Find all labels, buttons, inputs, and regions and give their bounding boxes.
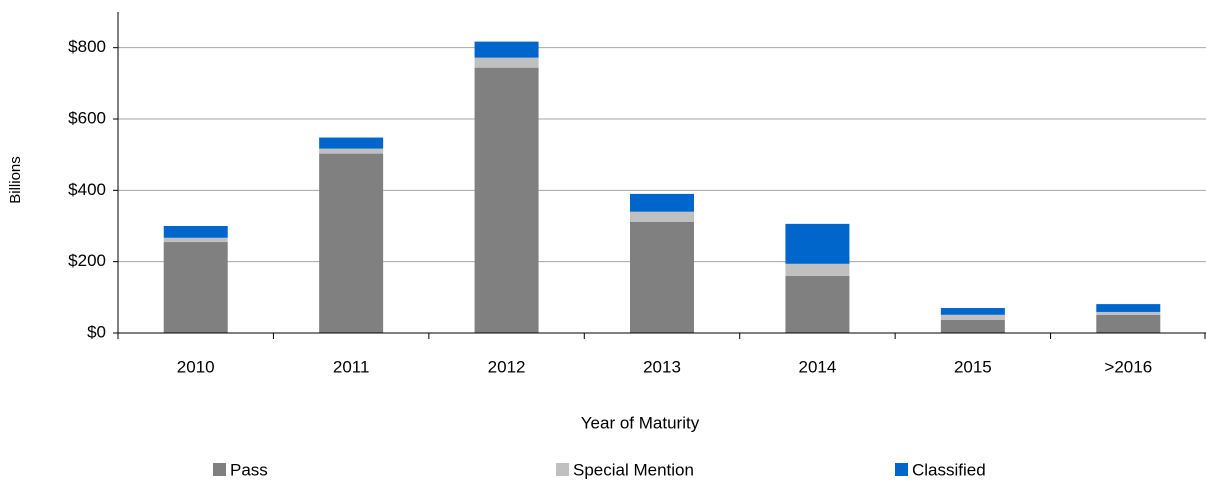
bar-segment — [1096, 314, 1161, 333]
x-tick-label: 2010 — [177, 357, 215, 376]
bar-segment — [785, 263, 850, 276]
legend-label: Pass — [230, 460, 268, 479]
legend-swatch — [556, 463, 569, 476]
y-tick-label: $800 — [68, 37, 106, 56]
y-tick-label: $200 — [68, 251, 106, 270]
y-tick-label: $0 — [87, 322, 106, 341]
bar-segment — [319, 148, 384, 154]
bar-segment — [163, 226, 228, 238]
bar-segment — [474, 57, 539, 68]
y-tick-label: $600 — [68, 108, 106, 127]
legend-label: Classified — [912, 460, 986, 479]
x-tick-label: 2011 — [333, 357, 370, 376]
x-tick-label: 2013 — [643, 357, 681, 376]
bar-segment — [163, 237, 228, 243]
x-axis-title: Year of Maturity — [581, 413, 700, 432]
legend-swatch — [213, 463, 226, 476]
bar-segment — [163, 242, 228, 333]
y-tick-label: $400 — [68, 180, 106, 199]
y-axis-title: Billions — [7, 156, 24, 204]
bar-segment — [474, 41, 539, 58]
bar-segment — [319, 153, 384, 333]
bar-segment — [940, 314, 1005, 320]
bar-segment — [630, 193, 694, 212]
bar-segment — [1096, 311, 1161, 315]
bar-segment — [1096, 304, 1161, 312]
x-tick-label: >2016 — [1104, 357, 1152, 376]
bar-segment — [785, 223, 850, 264]
x-tick-label: 2014 — [799, 357, 837, 376]
bar-segment — [630, 221, 694, 333]
bar-segment — [630, 211, 694, 222]
bar-segment — [319, 137, 384, 149]
bar-segment — [474, 67, 539, 333]
bar-segment — [940, 319, 1005, 333]
x-tick-label: 2015 — [954, 357, 992, 376]
x-tick-label: 2012 — [488, 357, 526, 376]
bar-segment — [940, 308, 1005, 315]
legend-swatch — [895, 463, 908, 476]
bar-segment — [785, 275, 850, 333]
legend-label: Special Mention — [573, 460, 694, 479]
